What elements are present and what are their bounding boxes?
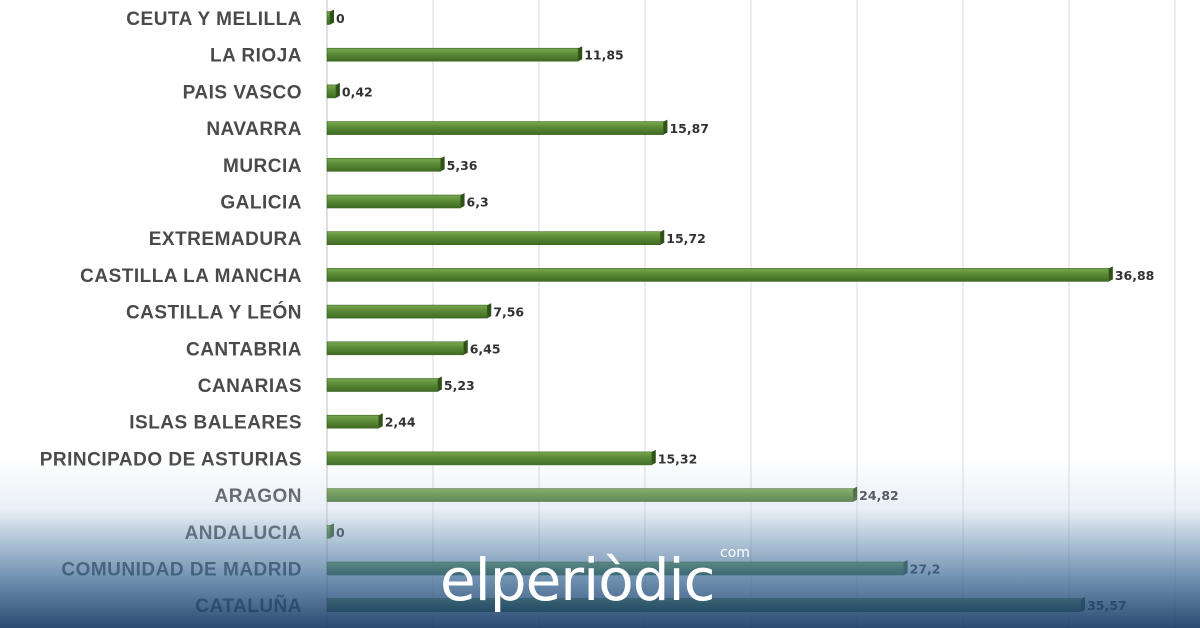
bars xyxy=(326,9,1113,613)
bar xyxy=(326,231,661,245)
bar-side xyxy=(330,9,334,25)
bar-side xyxy=(903,560,908,575)
bar-side xyxy=(463,339,468,355)
bar xyxy=(326,414,380,429)
bar xyxy=(326,47,579,62)
brand-tld: com xyxy=(720,545,750,561)
bar-side xyxy=(663,119,668,135)
bar-side xyxy=(335,82,340,98)
data-label: 0,42 xyxy=(342,84,373,99)
bar xyxy=(326,488,854,502)
category-label: CATALUÑA xyxy=(195,595,302,617)
bar xyxy=(326,378,439,392)
bar xyxy=(326,11,331,25)
category-label: NAVARRA xyxy=(206,119,302,140)
data-label: 35,57 xyxy=(1087,598,1127,613)
category-label: CEUTA Y MELILLA xyxy=(126,9,302,30)
bar-side xyxy=(853,486,858,502)
bar-side xyxy=(1108,266,1113,282)
data-label: 0 xyxy=(336,11,345,26)
bar-side xyxy=(1081,596,1086,612)
data-label: 6,3 xyxy=(467,195,489,210)
category-label: EXTREMADURA xyxy=(149,229,302,250)
bar-side xyxy=(330,523,334,539)
bar-side xyxy=(660,229,665,245)
data-label: 36,88 xyxy=(1115,268,1155,283)
data-label: 5,23 xyxy=(444,378,475,393)
bar-side xyxy=(487,303,492,319)
bar-side xyxy=(378,413,383,429)
bar-side xyxy=(651,449,656,465)
data-label: 15,32 xyxy=(658,451,698,466)
bar xyxy=(326,524,331,539)
bar xyxy=(326,304,488,319)
bar xyxy=(326,84,337,99)
bar xyxy=(326,194,461,209)
category-label: PAIS VASCO xyxy=(183,82,302,103)
data-label: 2,44 xyxy=(385,415,416,430)
category-label: ISLAS BALEARES xyxy=(129,413,302,434)
category-label: CASTILLA LA MANCHA xyxy=(80,266,302,287)
data-label: 6,45 xyxy=(470,341,501,356)
bar-side xyxy=(578,46,583,62)
category-label: MURCIA xyxy=(223,156,302,177)
category-label: LA RIOJA xyxy=(210,46,302,67)
data-label: 24,82 xyxy=(859,488,899,503)
category-label: PRINCIPADO DE ASTURIAS xyxy=(40,449,302,470)
category-label: ANDALUCIA xyxy=(185,523,302,544)
category-label: COMUNIDAD DE MADRID xyxy=(61,560,302,581)
category-label: ARAGON xyxy=(215,486,302,507)
data-label: 0 xyxy=(336,525,345,540)
brand-logo: elperiòdic com xyxy=(440,545,750,615)
category-label: CASTILLA Y LEÓN xyxy=(126,302,302,324)
data-label: 27,2 xyxy=(910,562,941,577)
bar-side xyxy=(460,193,465,208)
bar-side xyxy=(440,156,445,172)
category-label: GALICIA xyxy=(220,193,302,214)
data-label: 15,87 xyxy=(669,121,709,136)
bar xyxy=(326,121,664,135)
bar xyxy=(326,341,465,356)
bar xyxy=(326,158,441,172)
bar xyxy=(326,268,1110,282)
data-label: 5,36 xyxy=(447,158,478,173)
data-label: 11,85 xyxy=(584,48,624,63)
data-label: 7,56 xyxy=(493,305,524,320)
category-label: CANTABRIA xyxy=(186,339,302,360)
brand-name: elperiòdic xyxy=(440,546,716,614)
bar xyxy=(326,451,653,466)
category-label: CANARIAS xyxy=(198,376,302,397)
bar-side xyxy=(437,376,442,392)
category-labels: CEUTA Y MELILLA LA RIOJA PAIS VASCO NAVARRA… xyxy=(40,9,302,617)
data-label: 15,72 xyxy=(666,231,706,246)
